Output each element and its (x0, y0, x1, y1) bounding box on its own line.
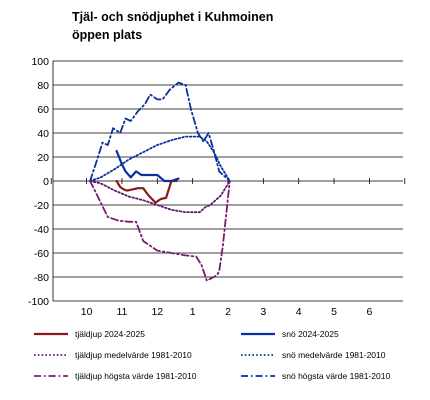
series-line-2 (115, 149, 180, 183)
series-line-1 (115, 179, 178, 204)
y-tick-label: 60 (37, 104, 49, 116)
y-tick-label: 40 (37, 128, 49, 140)
y-tick-label: 0 (43, 176, 49, 188)
y-tick-label: -60 (34, 248, 49, 260)
x-tick-label: 10 (81, 306, 93, 318)
y-tick-label: 20 (37, 152, 49, 164)
x-tick-label: 12 (151, 306, 163, 318)
x-tick-label: 11 (116, 306, 127, 318)
axes (50, 61, 406, 301)
series-line-4 (89, 135, 231, 182)
chart-title-line-1: Tjäl- och snödjuphet i Kuhmoinen (72, 10, 274, 24)
y-tick-label: 100 (31, 56, 49, 68)
series-lines (89, 81, 231, 282)
x-tick-label: 1 (190, 306, 196, 318)
x-tick-label: 5 (331, 306, 337, 318)
series-line-5 (89, 180, 231, 282)
y-tick-label: -80 (34, 272, 49, 284)
chart-title: Tjäl- och snödjuphet i Kuhmoinen öppen p… (72, 8, 273, 44)
series-line-3 (89, 180, 231, 214)
x-tick-label: 4 (296, 306, 302, 318)
y-tick-label: -100 (28, 296, 49, 308)
y-tick-label: 80 (37, 80, 49, 92)
x-tick-label: 6 (366, 306, 372, 318)
series-line-6 (89, 81, 231, 182)
grid-lines (53, 60, 403, 302)
chart-title-line-2: öppen plats (72, 28, 143, 42)
y-tick-label: -40 (34, 224, 49, 236)
x-tick-label: 3 (260, 306, 266, 318)
y-tick-label: -20 (34, 200, 49, 212)
x-tick-label: 2 (225, 306, 231, 318)
